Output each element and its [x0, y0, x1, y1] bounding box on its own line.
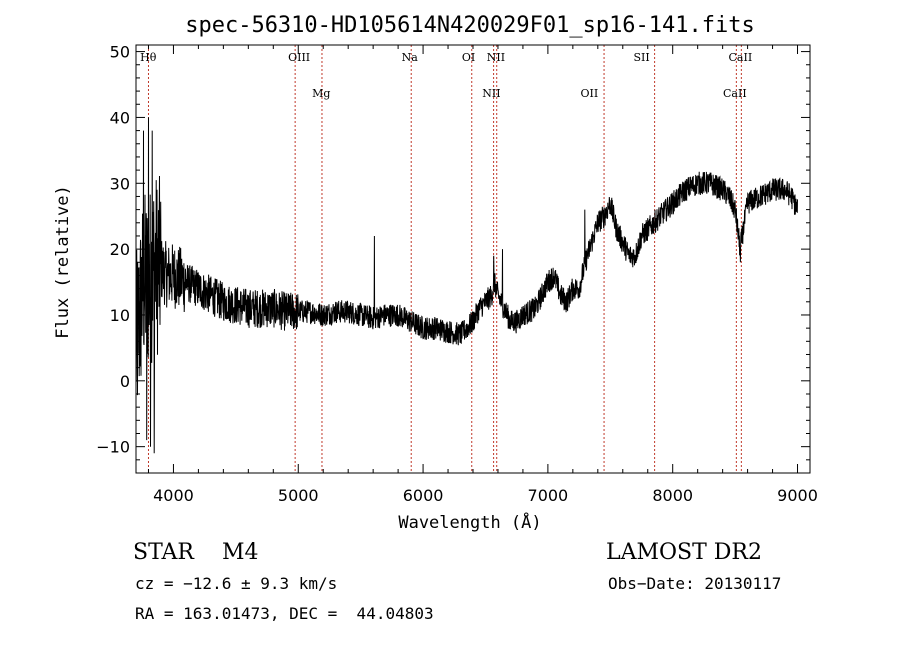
spectral-line-label: OI — [462, 51, 475, 64]
x-tick-label: 4000 — [153, 486, 194, 505]
spectral-subclass: M4 — [221, 540, 259, 565]
spectral-line-label: OIII — [288, 51, 310, 64]
x-tick-label: 5000 — [278, 486, 319, 505]
y-tick-label: 10 — [110, 306, 130, 325]
spectral-line-label: Na — [402, 51, 419, 64]
x-tick-label: 9000 — [777, 486, 818, 505]
y-axis-label: Flux (relative) — [53, 185, 73, 339]
y-tick-label: 40 — [110, 108, 130, 127]
x-tick-label: 8000 — [652, 486, 693, 505]
spectral-line-label: Hθ — [140, 51, 157, 64]
spectral-line-label: NII — [482, 87, 500, 100]
spectral-line-label: OII — [580, 87, 598, 100]
plot-frame — [135, 44, 811, 474]
y-tick-label: 20 — [110, 240, 130, 259]
y-tick-label: 30 — [110, 174, 130, 193]
spectral-line-label: NII — [487, 51, 505, 64]
radial-velocity: cz = −12.6 ± 9.3 km/s — [135, 574, 338, 593]
spectral-line-labels: Hθ OIII Mg Na OI NII NII OII SII CaII CaII — [140, 51, 752, 100]
survey-name: LAMOST DR2 — [606, 540, 762, 565]
spectrum-trace — [135, 117, 798, 454]
x-axis: 4000 5000 6000 7000 8000 9000 — [147, 45, 818, 505]
y-axis: −10 0 10 20 30 40 50 — [96, 43, 810, 474]
spectral-line-label: CaII — [723, 87, 747, 100]
object-class: STAR M4 — [133, 540, 259, 565]
y-tick-label: −10 — [96, 438, 130, 457]
observation-date: Obs−Date: 20130117 — [608, 574, 782, 593]
object-type: STAR — [133, 540, 194, 565]
chart-title: spec-56310-HD105614N420029F01_sp16-141.f… — [185, 13, 755, 38]
y-tick-label: 0 — [120, 372, 130, 391]
spectral-line-label: SII — [634, 51, 650, 64]
x-axis-label: Wavelength (Å) — [398, 511, 541, 533]
spectral-line-label: CaII — [729, 51, 753, 64]
x-tick-label: 6000 — [403, 486, 444, 505]
spectral-line-label: Mg — [312, 87, 330, 100]
sky-coordinates: RA = 163.01473, DEC = 44.04803 — [135, 604, 434, 623]
spectrum-line — [135, 117, 798, 454]
y-tick-label: 50 — [110, 43, 130, 62]
spectral-line-markers — [147, 45, 742, 473]
x-tick-label: 7000 — [528, 486, 569, 505]
